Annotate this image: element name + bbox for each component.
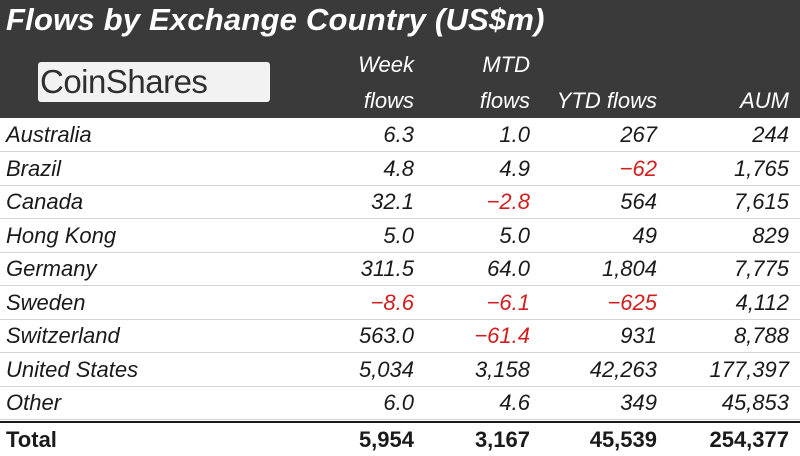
aum-cell: 254,377 xyxy=(709,426,789,452)
ytd-flows-cell: 267 xyxy=(620,122,657,147)
country-cell: Other xyxy=(6,390,62,415)
mtd-flows-cell: 5.0 xyxy=(499,222,530,248)
country-cell: Canada xyxy=(6,189,84,214)
country-cell: Germany xyxy=(6,256,97,281)
mtd-flows-cell: 64.0 xyxy=(487,256,530,281)
week-header-line2: flows xyxy=(363,88,414,113)
week-flows-cell: 5,034 xyxy=(358,356,414,382)
country-cell: Australia xyxy=(6,122,92,147)
week-flows-cell: 6.3 xyxy=(383,122,414,147)
aum-cell: 8,788 xyxy=(733,323,789,348)
mtd-flows-cell: 1.0 xyxy=(499,122,530,147)
ytd-flows-cell: 931 xyxy=(620,323,657,348)
country-cell: Brazil xyxy=(6,155,62,181)
page-title: Flows by Exchange Country (US$m) xyxy=(6,2,545,37)
week-flows-cell: 5,954 xyxy=(358,426,414,452)
aum-cell: 45,853 xyxy=(721,390,789,415)
table-row: Brazil 4.8 4.9 −62 1,765 xyxy=(0,152,800,186)
aum-cell: 177,397 xyxy=(709,356,789,382)
table-row: Hong Kong 5.0 5.0 49 829 xyxy=(0,219,800,253)
country-cell: Switzerland xyxy=(6,323,120,348)
ytd-flows-cell: 564 xyxy=(620,189,657,214)
ytd-flows-cell: −625 xyxy=(607,289,657,315)
country-cell: Hong Kong xyxy=(6,222,117,248)
table-header: Flows by Exchange Country (US$m) CoinSha… xyxy=(0,0,800,118)
table-row: Germany 311.5 64.0 1,804 7,775 xyxy=(0,252,800,286)
week-flows-cell: 5.0 xyxy=(383,222,414,248)
total-label: Total xyxy=(6,426,57,452)
mtd-flows-cell: −6.1 xyxy=(486,289,530,315)
ytd-header: YTD flows xyxy=(556,88,657,113)
mtd-flows-cell: −2.8 xyxy=(486,189,530,214)
week-header-line1: Week xyxy=(358,52,414,77)
week-flows-cell: 6.0 xyxy=(383,390,414,415)
week-flows-cell: 563.0 xyxy=(358,323,414,348)
aum-cell: 1,765 xyxy=(733,155,789,181)
mtd-header-line2: flows xyxy=(479,88,530,113)
aum-cell: 7,775 xyxy=(733,256,789,281)
table-row: Sweden −8.6 −6.1 −625 4,112 xyxy=(0,286,800,320)
week-flows-cell: 32.1 xyxy=(371,189,414,214)
ytd-flows-cell: 45,539 xyxy=(589,426,657,452)
mtd-flows-cell: 3,158 xyxy=(474,356,530,382)
country-cell: Sweden xyxy=(6,289,86,315)
aum-header: AUM xyxy=(740,88,789,113)
mtd-header-line1: MTD xyxy=(482,52,530,77)
ytd-flows-cell: 42,263 xyxy=(589,356,657,382)
aum-cell: 829 xyxy=(752,222,789,248)
table-row: Australia 6.3 1.0 267 244 xyxy=(0,118,800,152)
aum-cell: 7,615 xyxy=(733,189,789,214)
logo-text: CoinShares xyxy=(40,63,208,100)
ytd-flows-cell: 1,804 xyxy=(601,256,657,281)
table-row: Other 6.0 4.6 349 45,853 xyxy=(0,386,800,420)
week-flows-cell: −8.6 xyxy=(370,289,414,315)
aum-cell: 4,112 xyxy=(735,289,789,315)
coinshares-logo: CoinShares xyxy=(38,62,270,102)
mtd-flows-cell: 3,167 xyxy=(474,426,530,452)
table-row: United States 5,034 3,158 42,263 177,397 xyxy=(0,353,800,387)
aum-cell: 244 xyxy=(752,122,789,147)
mtd-flows-cell: −61.4 xyxy=(474,323,530,348)
mtd-flows-cell: 4.9 xyxy=(499,155,530,181)
ytd-flows-cell: −62 xyxy=(619,155,657,181)
ytd-flows-cell: 49 xyxy=(632,222,657,248)
mtd-flows-cell: 4.6 xyxy=(499,390,530,415)
ytd-flows-cell: 349 xyxy=(620,390,657,415)
week-flows-cell: 311.5 xyxy=(360,256,414,281)
total-row: Total 5,954 3,167 45,539 254,377 xyxy=(0,420,800,456)
week-flows-cell: 4.8 xyxy=(383,155,414,181)
table-row: Switzerland 563.0 −61.4 931 8,788 xyxy=(0,319,800,353)
table-row: Canada 32.1 −2.8 564 7,615 xyxy=(0,185,800,219)
country-cell: United States xyxy=(6,356,139,382)
